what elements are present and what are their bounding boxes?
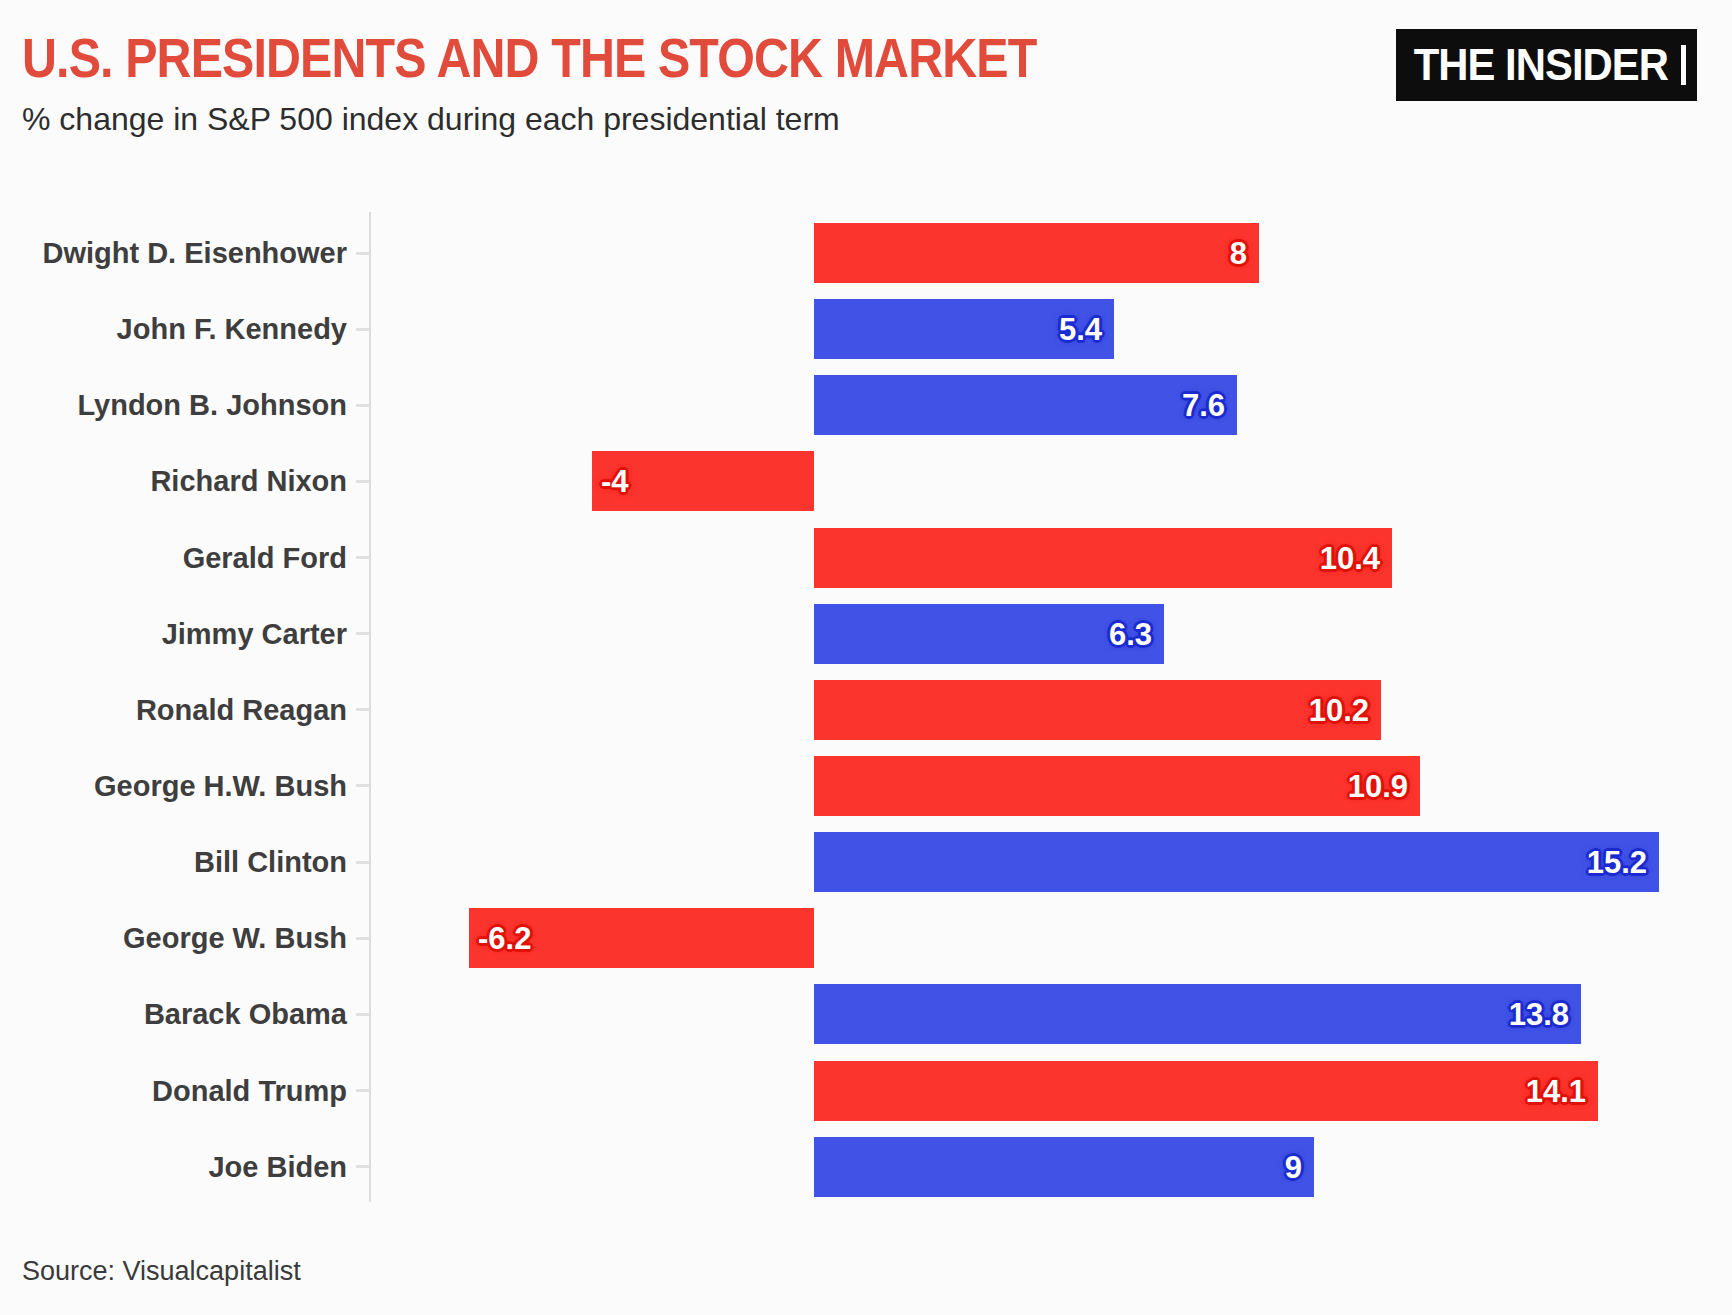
president-label: Barack Obama (0, 984, 347, 1044)
bar-republican: 10.2 (814, 680, 1381, 740)
bar-democrat: 7.6 (814, 375, 1237, 435)
president-label: John F. Kennedy (0, 299, 347, 359)
bar-value-label: 13.8 (1509, 984, 1569, 1044)
axis-tick-mark (356, 1013, 369, 1016)
president-label: George W. Bush (0, 908, 347, 968)
bar-republican: 14.1 (814, 1061, 1598, 1121)
bar-value-label: -4 (601, 451, 629, 511)
president-label: Bill Clinton (0, 832, 347, 892)
bar-value-label: 10.2 (1309, 680, 1369, 740)
bar-democrat: 15.2 (814, 832, 1659, 892)
bar-value-label: 5.4 (1059, 299, 1102, 359)
bar-republican: 10.9 (814, 756, 1420, 816)
president-label: Joe Biden (0, 1137, 347, 1197)
president-label: Dwight D. Eisenhower (0, 223, 347, 283)
axis-tick-mark (356, 556, 369, 559)
infographic-canvas: U.S. PRESIDENTS AND THE STOCK MARKET % c… (0, 0, 1732, 1315)
president-label: George H.W. Bush (0, 756, 347, 816)
bar-value-label: 14.1 (1526, 1061, 1586, 1121)
bar-value-label: 7.6 (1182, 375, 1225, 435)
president-label: Donald Trump (0, 1061, 347, 1121)
axis-tick-mark (356, 252, 369, 255)
bar-democrat: 6.3 (814, 604, 1164, 664)
bar-republican: -6.2 (469, 908, 814, 968)
axis-tick-mark (356, 937, 369, 940)
bar-value-label: 8 (1230, 223, 1247, 283)
axis-tick-mark (356, 708, 369, 711)
axis-tick-mark (356, 328, 369, 331)
axis-tick-mark (356, 784, 369, 787)
bar-value-label: 6.3 (1109, 604, 1152, 664)
bar-value-label: -6.2 (478, 908, 531, 968)
president-label: Gerald Ford (0, 528, 347, 588)
axis-tick-mark (356, 632, 369, 635)
axis-tick-mark (356, 1089, 369, 1092)
bar-republican: 8 (814, 223, 1259, 283)
president-label: Richard Nixon (0, 451, 347, 511)
source-note: Source: Visualcapitalist (22, 1256, 301, 1287)
bar-republican: -4 (592, 451, 814, 511)
bar-value-label: 9 (1285, 1137, 1302, 1197)
bar-chart: Dwight D. Eisenhower 8 John F. Kennedy 5.4 L… (0, 0, 1732, 1315)
y-axis-line (369, 212, 371, 1202)
bar-democrat: 9 (814, 1137, 1314, 1197)
bar-democrat: 13.8 (814, 984, 1581, 1044)
bar-democrat: 5.4 (814, 299, 1114, 359)
bar-value-label: 10.4 (1320, 528, 1380, 588)
president-label: Jimmy Carter (0, 604, 347, 664)
bar-republican: 10.4 (814, 528, 1392, 588)
bar-value-label: 15.2 (1587, 832, 1647, 892)
president-label: Ronald Reagan (0, 680, 347, 740)
bar-value-label: 10.9 (1348, 756, 1408, 816)
axis-tick-mark (356, 861, 369, 864)
axis-tick-mark (356, 1165, 369, 1168)
axis-tick-mark (356, 404, 369, 407)
president-label: Lyndon B. Johnson (0, 375, 347, 435)
axis-tick-mark (356, 480, 369, 483)
